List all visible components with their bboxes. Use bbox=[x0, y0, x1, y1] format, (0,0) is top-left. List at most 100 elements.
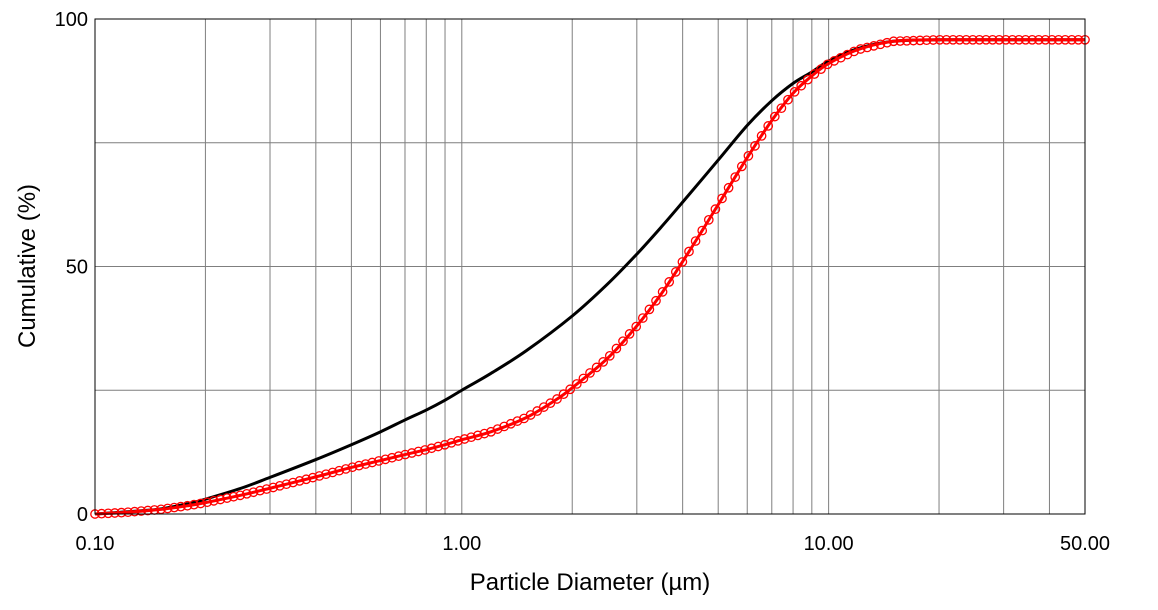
series-marker bbox=[717, 193, 727, 204]
series-marker bbox=[1027, 34, 1038, 45]
series-marker bbox=[1033, 34, 1044, 45]
x-tick-label: 1.00 bbox=[442, 533, 481, 555]
series-marker bbox=[347, 462, 358, 473]
series-marker bbox=[849, 46, 859, 57]
series-marker bbox=[862, 42, 873, 53]
series-marker bbox=[288, 477, 298, 488]
series-marker bbox=[334, 465, 345, 476]
plot-frame bbox=[94, 18, 1086, 515]
series-marker bbox=[981, 34, 991, 45]
series-marker bbox=[783, 94, 793, 105]
series-marker bbox=[928, 35, 939, 45]
series-marker bbox=[222, 493, 232, 503]
series-marker bbox=[776, 103, 787, 114]
series-marker bbox=[340, 464, 351, 474]
grid bbox=[95, 19, 1085, 514]
series-marker bbox=[1066, 34, 1077, 45]
series-marker bbox=[585, 368, 595, 378]
series-marker bbox=[499, 421, 510, 432]
series-marker bbox=[637, 313, 648, 323]
series-marker bbox=[123, 507, 133, 518]
series-marker bbox=[868, 41, 879, 51]
series-marker bbox=[1053, 34, 1064, 45]
y-tick-label: 50 bbox=[66, 257, 88, 279]
series-marker bbox=[466, 432, 477, 443]
series-marker bbox=[796, 80, 807, 91]
series-marker bbox=[921, 35, 932, 46]
series-marker bbox=[373, 456, 384, 466]
series-marker bbox=[690, 236, 701, 246]
series-marker bbox=[354, 460, 364, 471]
series-marker bbox=[175, 501, 186, 512]
series-marker bbox=[486, 426, 496, 437]
series-marker bbox=[387, 452, 397, 463]
series-marker bbox=[459, 434, 470, 444]
series-marker bbox=[420, 445, 430, 455]
series-marker bbox=[730, 172, 741, 182]
y-tick-label: 100 bbox=[55, 9, 88, 31]
series-marker bbox=[816, 64, 826, 75]
series-marker bbox=[195, 498, 206, 509]
series-marker bbox=[1040, 34, 1051, 45]
y-tick-label: 0 bbox=[77, 504, 88, 526]
series-marker bbox=[961, 34, 972, 45]
series-marker bbox=[479, 428, 490, 439]
series-marker bbox=[809, 69, 820, 79]
series-marker bbox=[618, 336, 628, 347]
series-1 bbox=[94, 38, 1085, 516]
series-2 bbox=[90, 34, 1090, 519]
series-marker bbox=[453, 436, 463, 446]
series-marker bbox=[189, 499, 199, 510]
series-marker bbox=[182, 500, 193, 511]
series-marker bbox=[393, 451, 404, 461]
series-marker bbox=[756, 131, 767, 141]
series-marker bbox=[802, 74, 813, 85]
series-marker bbox=[241, 488, 252, 499]
series-marker bbox=[492, 424, 503, 434]
series-marker bbox=[268, 482, 279, 493]
series-marker bbox=[611, 343, 622, 354]
series-marker bbox=[162, 503, 173, 514]
series-marker bbox=[684, 246, 694, 257]
series-marker bbox=[967, 34, 978, 45]
series-marker bbox=[736, 161, 747, 172]
series-marker bbox=[624, 329, 635, 339]
x-tick-label: 0.10 bbox=[76, 533, 115, 555]
series-marker bbox=[142, 505, 153, 516]
series-marker bbox=[750, 141, 760, 151]
series-marker bbox=[651, 295, 661, 306]
series-marker bbox=[855, 44, 866, 54]
series-marker bbox=[400, 449, 411, 460]
series-marker bbox=[360, 459, 371, 469]
y-axis-title: Cumulative (%) bbox=[14, 184, 41, 348]
series-marker bbox=[994, 34, 1005, 45]
series-marker bbox=[769, 111, 780, 122]
series-marker bbox=[974, 34, 985, 45]
series-marker bbox=[703, 215, 714, 225]
series-marker bbox=[901, 35, 912, 46]
series-marker bbox=[558, 389, 569, 399]
series-marker bbox=[472, 430, 483, 441]
series-marker bbox=[1007, 34, 1018, 45]
series-marker bbox=[274, 480, 285, 491]
series-marker bbox=[571, 379, 582, 389]
series-marker bbox=[327, 467, 338, 478]
series-marker bbox=[697, 225, 708, 236]
x-axis-title: Particle Diameter (µm) bbox=[470, 569, 711, 596]
series-marker bbox=[888, 36, 899, 47]
series-marker bbox=[406, 448, 417, 458]
series-marker bbox=[446, 437, 457, 448]
series-marker bbox=[116, 507, 127, 518]
series-marker bbox=[1060, 34, 1071, 45]
series-marker bbox=[934, 34, 945, 45]
series-marker bbox=[235, 490, 246, 501]
series-marker bbox=[915, 35, 925, 46]
tick-labels: 0.10 1.00 10.00 50.00 0 50 100 bbox=[55, 9, 1110, 555]
series-marker bbox=[314, 471, 325, 481]
series-marker bbox=[948, 34, 958, 45]
series-marker bbox=[380, 454, 391, 465]
series-marker bbox=[763, 121, 774, 131]
series-layer bbox=[90, 34, 1090, 519]
x-tick-label: 10.00 bbox=[804, 533, 854, 555]
